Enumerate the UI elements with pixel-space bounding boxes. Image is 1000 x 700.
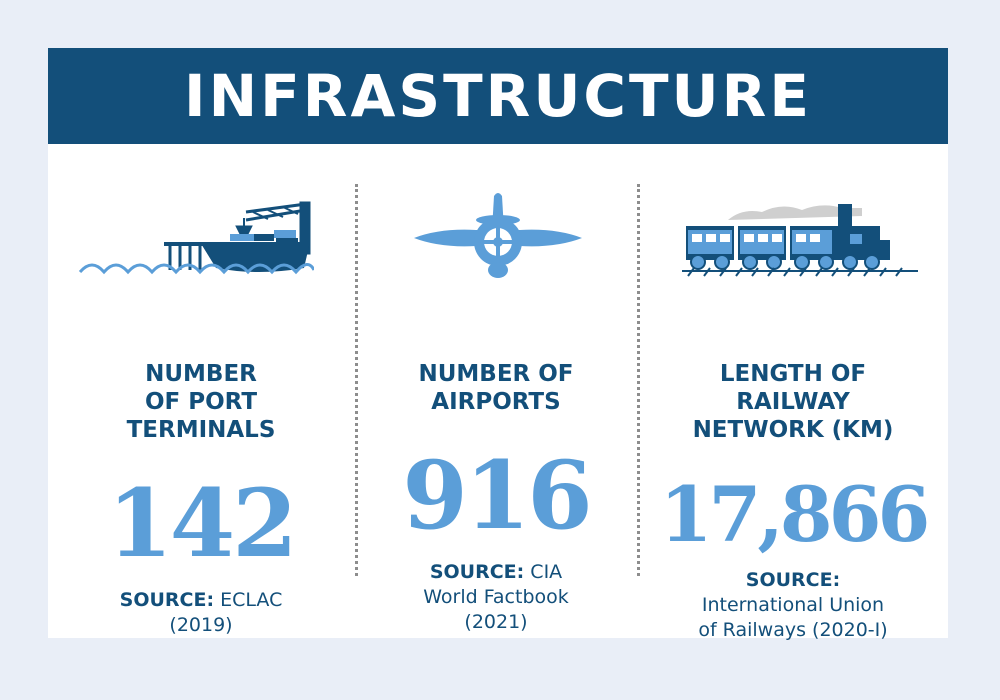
stat-port-terminals: NUMBER OF PORT TERMINALS 142 SOURCE: ECL… <box>48 144 354 638</box>
column-divider <box>355 184 358 576</box>
infrastructure-card: INFRASTRUCTURE <box>48 48 948 641</box>
airplane-icon <box>414 193 582 278</box>
stat-label: NUMBER OF AIRPORTS <box>418 361 574 415</box>
page-title: INFRASTRUCTURE <box>184 62 812 130</box>
stat-source: SOURCE: International Union of Railways … <box>698 569 888 641</box>
stat-source: SOURCE: ECLAC (2019) <box>119 589 283 636</box>
stat-value: 17,866 <box>659 470 931 559</box>
stat-railway: LENGTH OF RAILWAY NETWORK (KM) 17,866 SO… <box>638 144 948 641</box>
stat-airports: NUMBER OF AIRPORTS 916 SOURCE: CIA World… <box>354 144 638 638</box>
header-banner: INFRASTRUCTURE <box>48 48 948 144</box>
ship-port-icon <box>78 201 314 275</box>
stat-value: 916 <box>402 441 592 551</box>
column-divider <box>637 184 640 576</box>
stat-label: LENGTH OF RAILWAY NETWORK (KM) <box>692 361 894 443</box>
train-icon <box>682 204 918 277</box>
stat-label: NUMBER OF PORT TERMINALS <box>126 361 276 443</box>
stat-source: SOURCE: CIA World Factbook (2021) <box>423 561 569 633</box>
stat-value: 142 <box>107 469 297 579</box>
